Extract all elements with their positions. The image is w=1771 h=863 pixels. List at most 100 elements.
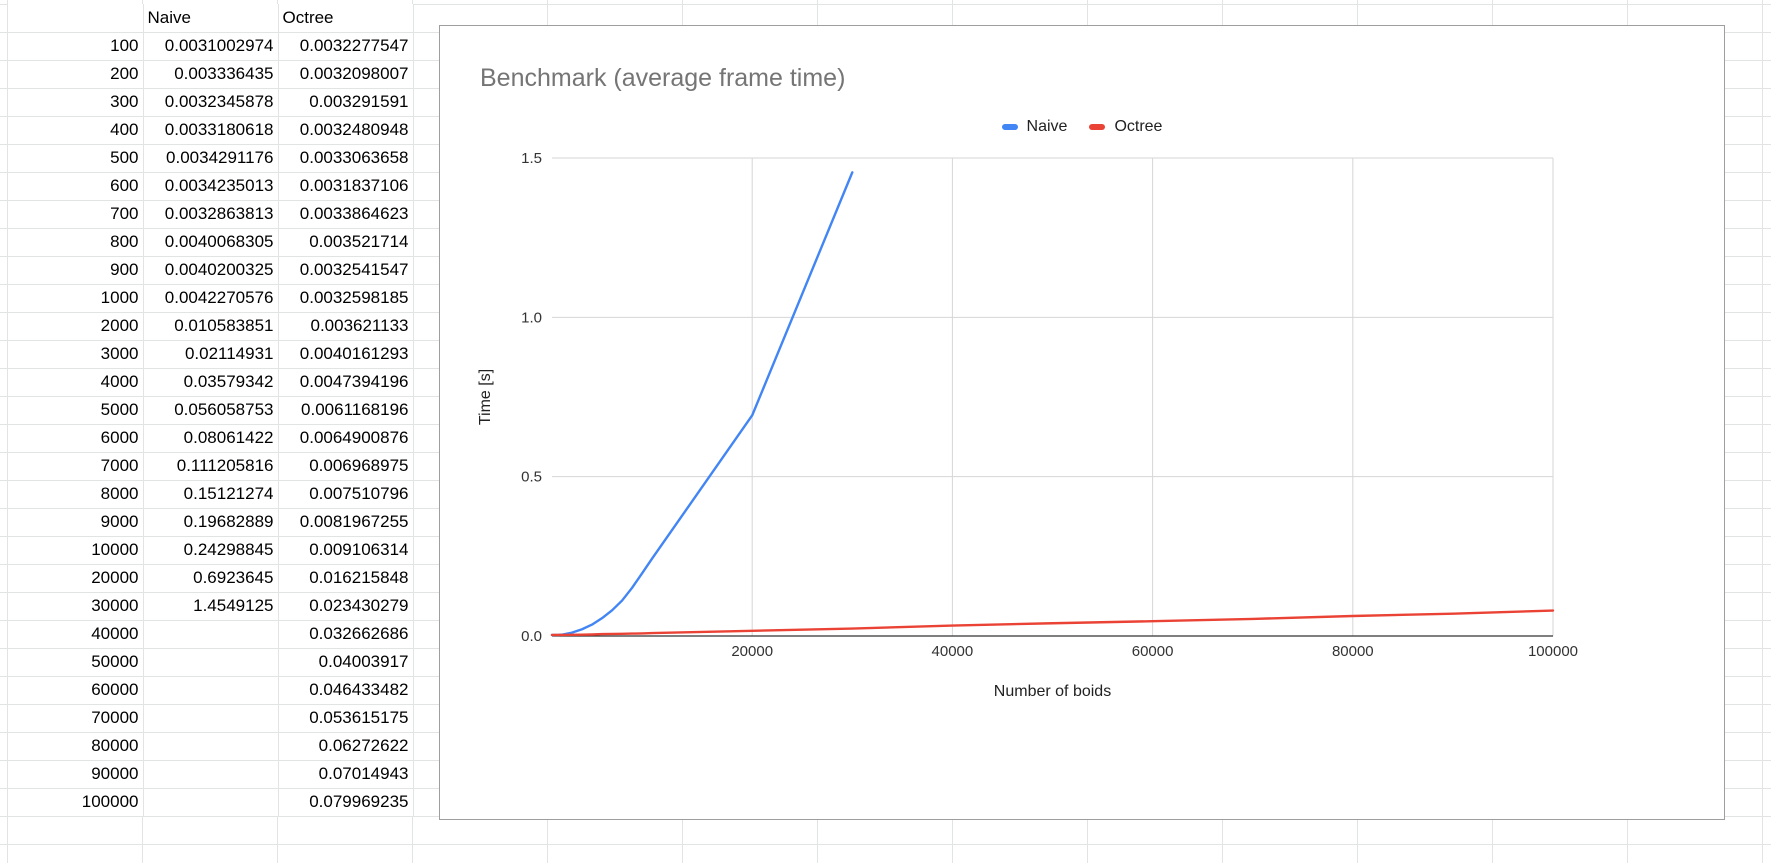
table-cell[interactable]: 0.0081967255 [278,508,414,537]
table-cell[interactable]: 0.053615175 [278,704,414,733]
table-cell[interactable]: 400 [8,116,144,145]
table-cell[interactable]: 0.0032098007 [278,60,414,89]
table-cell[interactable]: 900 [8,256,144,285]
table-cell[interactable]: 0.0040161293 [278,340,414,369]
table-cell[interactable]: 0.15121274 [143,480,279,509]
table-cell[interactable]: 30000 [8,592,144,621]
table-cell[interactable]: 0.07014943 [278,760,414,789]
table-cell[interactable]: 0.009106314 [278,536,414,565]
table-cell[interactable]: 0.0032541547 [278,256,414,285]
table-row: 800 0.0040068305 0.003521714 [8,228,414,257]
benchmark-chart[interactable]: Benchmark (average frame time) Naive Oct… [439,25,1725,820]
table-cell[interactable]: 0.08061422 [143,424,279,453]
table-cell[interactable]: 0.0042270576 [143,284,279,313]
table-cell[interactable] [143,648,279,677]
table-cell[interactable]: 1000 [8,284,144,313]
table-cell[interactable] [143,760,279,789]
table-cell[interactable]: 0.19682889 [143,508,279,537]
table-cell[interactable]: 20000 [8,564,144,593]
table-cell[interactable] [143,676,279,705]
table-cell[interactable]: 0.6923645 [143,564,279,593]
table-cell[interactable]: 0.02114931 [143,340,279,369]
table-cell[interactable]: 50000 [8,648,144,677]
table-cell[interactable]: 300 [8,88,144,117]
table-row: 8000 0.15121274 0.007510796 [8,480,414,509]
table-cell[interactable]: 70000 [8,704,144,733]
table-cell[interactable]: 40000 [8,620,144,649]
spreadsheet-table: Naive Octree 100 0.0031002974 0.0032277547 20… [8,4,414,817]
table-cell[interactable]: 0.0040200325 [143,256,279,285]
table-cell[interactable]: 500 [8,144,144,173]
table-cell[interactable]: 5000 [8,396,144,425]
table-cell[interactable]: 0.0034235013 [143,172,279,201]
table-cell[interactable] [143,620,279,649]
table-cell[interactable]: 0.0033063658 [278,144,414,173]
table-cell[interactable]: 0.0032863813 [143,200,279,229]
table-cell[interactable]: 0.0061168196 [278,396,414,425]
table-cell[interactable]: 0.06272622 [278,732,414,761]
table-cell[interactable]: 0.0032480948 [278,116,414,145]
table-cell[interactable]: 0.010583851 [143,312,279,341]
table-cell[interactable]: 0.003291591 [278,88,414,117]
table-cell[interactable]: 0.0033864623 [278,200,414,229]
table-cell[interactable]: 0.0032598185 [278,284,414,313]
x-tick-label: 100000 [1528,643,1578,660]
table-cell[interactable]: 100000 [8,788,144,817]
table-cell[interactable]: 100 [8,32,144,61]
table-cell[interactable]: 0.0032277547 [278,32,414,61]
legend-item-naive[interactable]: Naive [1001,118,1067,136]
table-cell[interactable]: 800 [8,228,144,257]
table-row: 10000 0.24298845 0.009106314 [8,536,414,565]
table-cell[interactable]: 0.007510796 [278,480,414,509]
table-cell[interactable]: 4000 [8,368,144,397]
table-cell[interactable]: 60000 [8,676,144,705]
table-cell[interactable]: 90000 [8,760,144,789]
table-cell[interactable]: 0.003336435 [143,60,279,89]
chart-legend: Naive Octree [440,118,1724,136]
table-cell[interactable]: 0.032662686 [278,620,414,649]
table-cell[interactable]: 0.0033180618 [143,116,279,145]
header-cell[interactable]: Naive [143,4,279,33]
table-cell[interactable] [143,788,279,817]
table-row: 400 0.0033180618 0.0032480948 [8,116,414,145]
table-cell[interactable] [143,704,279,733]
header-cell[interactable]: Octree [278,4,414,33]
table-row: 90000 0.07014943 [8,760,414,789]
table-cell[interactable]: 1.4549125 [143,592,279,621]
table-cell[interactable]: 10000 [8,536,144,565]
table-cell[interactable]: 9000 [8,508,144,537]
table-cell[interactable]: 6000 [8,424,144,453]
table-cell[interactable]: 600 [8,172,144,201]
table-cell[interactable]: 0.0032345878 [143,88,279,117]
table-cell[interactable]: 0.0040068305 [143,228,279,257]
table-row: 3000 0.02114931 0.0040161293 [8,340,414,369]
table-cell[interactable]: 200 [8,60,144,89]
table-cell[interactable]: 0.079969235 [278,788,414,817]
table-cell[interactable]: 0.0031002974 [143,32,279,61]
table-cell[interactable]: 0.24298845 [143,536,279,565]
table-cell[interactable]: 0.111205816 [143,452,279,481]
legend-label-octree: Octree [1114,118,1163,135]
header-cell[interactable] [8,4,144,33]
table-cell[interactable]: 80000 [8,732,144,761]
table-cell[interactable]: 2000 [8,312,144,341]
table-cell[interactable]: 0.056058753 [143,396,279,425]
table-cell[interactable]: 0.003621133 [278,312,414,341]
table-cell[interactable]: 0.023430279 [278,592,414,621]
table-cell[interactable] [143,732,279,761]
table-cell[interactable]: 0.03579342 [143,368,279,397]
table-cell[interactable]: 0.0034291176 [143,144,279,173]
table-cell[interactable]: 0.046433482 [278,676,414,705]
table-cell[interactable]: 0.016215848 [278,564,414,593]
table-cell[interactable]: 3000 [8,340,144,369]
table-cell[interactable]: 0.04003917 [278,648,414,677]
table-cell[interactable]: 8000 [8,480,144,509]
table-cell[interactable]: 0.0064900876 [278,424,414,453]
table-cell[interactable]: 0.003521714 [278,228,414,257]
table-cell[interactable]: 7000 [8,452,144,481]
table-cell[interactable]: 0.0031837106 [278,172,414,201]
legend-item-octree[interactable]: Octree [1089,118,1162,136]
table-cell[interactable]: 0.006968975 [278,452,414,481]
table-cell[interactable]: 700 [8,200,144,229]
table-cell[interactable]: 0.0047394196 [278,368,414,397]
